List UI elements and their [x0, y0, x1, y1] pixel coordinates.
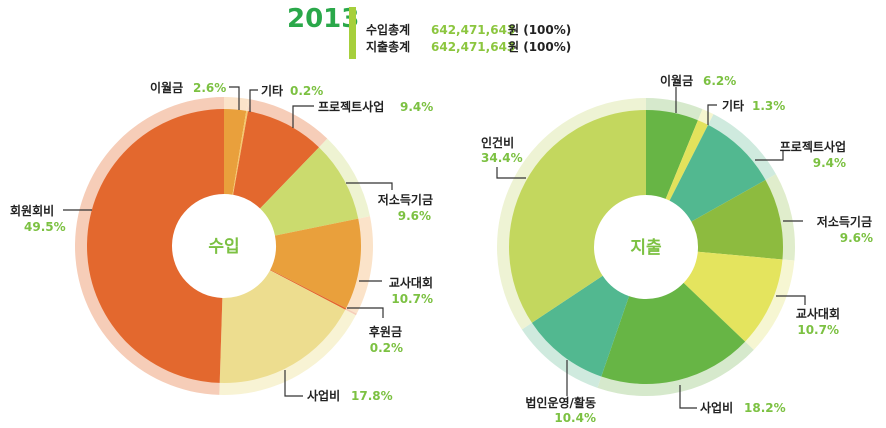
- leader-line: [755, 150, 784, 161]
- slice-value: 2.6%: [193, 81, 226, 95]
- slice-label: 저소득기금: [817, 214, 872, 229]
- slice-value: 34.4%: [481, 151, 523, 165]
- pie-slice: [224, 109, 247, 195]
- leader-line: [284, 370, 303, 397]
- slice-outer-ring: [697, 109, 714, 126]
- slice-value: 18.2%: [744, 401, 786, 415]
- pie-slice: [646, 110, 698, 199]
- slice-outer-ring: [707, 114, 776, 181]
- pie-slice: [232, 110, 248, 195]
- slice-label: 저소득기금: [378, 192, 433, 207]
- pie-slice: [87, 109, 224, 383]
- pie-slice: [531, 275, 630, 377]
- slice-value: 0.2%: [370, 341, 403, 355]
- slice-label: 교사대회: [796, 306, 840, 321]
- slice-outer-ring: [247, 99, 328, 149]
- expense-donut: [497, 98, 795, 396]
- slice-outer-ring: [318, 138, 370, 219]
- slice-label: 프로젝트사업: [780, 139, 846, 154]
- accent-bar: [349, 7, 356, 59]
- slice-label: 이월금: [660, 73, 693, 88]
- income-total-unit: 원 (100%): [508, 23, 571, 37]
- expense-center-label: 지출: [630, 238, 662, 258]
- slice-label: 사업비: [700, 400, 733, 415]
- income-total-value: 642,471,643: [431, 23, 515, 37]
- slice-outer-ring: [497, 98, 646, 330]
- pie-slice: [270, 218, 362, 309]
- expense-total-label: 지출총계: [366, 39, 410, 54]
- slice-label: 회원회비: [10, 203, 54, 218]
- pie-slice: [691, 179, 783, 260]
- slice-value: 17.8%: [351, 389, 393, 403]
- pie-slice: [669, 124, 766, 222]
- slice-label: 프로젝트사업: [318, 99, 384, 114]
- slice-label: 교사대회: [389, 275, 433, 290]
- slice-label: 이월금: [150, 80, 183, 95]
- pie-slice: [233, 111, 320, 209]
- leader-line: [347, 307, 384, 318]
- slice-label: 기타: [722, 98, 744, 113]
- leader-line: [679, 385, 697, 409]
- pie-slice: [683, 251, 783, 342]
- slice-outer-ring: [224, 97, 249, 112]
- slice-outer-ring: [521, 322, 602, 388]
- leader-line: [496, 167, 526, 179]
- slice-outer-ring: [344, 307, 357, 316]
- slice-outer-ring: [597, 340, 754, 396]
- slice-label: 기타: [261, 83, 283, 98]
- slice-value: 49.5%: [24, 220, 66, 234]
- expense-total-unit: 원 (100%): [508, 40, 571, 54]
- income-labels: 이월금 2.6% 기타 0.2% 프로젝트사업 9.4% 저소득기금 9.6% …: [10, 80, 433, 403]
- slice-value: 10.4%: [554, 411, 596, 425]
- slice-outer-ring: [246, 98, 251, 113]
- income-center-label: 수입: [208, 237, 239, 257]
- slice-value: 9.6%: [398, 209, 431, 223]
- slice-label: 법인운영/활동: [525, 395, 596, 410]
- slice-label: 후원금: [369, 324, 402, 339]
- slice-value: 9.6%: [840, 231, 873, 245]
- slice-outer-ring: [219, 309, 356, 395]
- pie-slice: [270, 269, 347, 310]
- slice-value: 10.7%: [391, 292, 433, 306]
- pie-slice: [665, 120, 709, 201]
- leader-line: [292, 105, 314, 128]
- slice-label: 사업비: [307, 388, 340, 403]
- expense-labels: 이월금 6.2% 기타 1.3% 프로젝트사업 9.4% 저소득기금 9.6% …: [481, 73, 873, 425]
- slice-value: 9.4%: [400, 100, 433, 114]
- income-donut: [74, 97, 373, 395]
- leader-line: [776, 295, 806, 305]
- leader-line: [229, 86, 240, 110]
- slice-value: 1.3%: [752, 99, 785, 113]
- income-total-label: 수입총계: [366, 22, 410, 37]
- slice-value: 0.2%: [290, 84, 323, 98]
- slice-value: 10.7%: [797, 323, 839, 337]
- pie-slice: [508, 110, 646, 323]
- leader-line: [249, 89, 258, 112]
- year-title: 2013: [287, 4, 359, 34]
- slice-value: 6.2%: [703, 74, 736, 88]
- leader-line: [707, 104, 717, 125]
- slice-value: 9.4%: [813, 156, 846, 170]
- pie-slice: [260, 147, 359, 236]
- pie-slice: [219, 270, 346, 383]
- slice-outer-ring: [646, 98, 703, 122]
- pie-slice: [601, 282, 746, 384]
- slice-label: 인건비: [481, 135, 514, 150]
- leader-line: [346, 182, 393, 190]
- expense-total-value: 642,471,643: [431, 40, 515, 54]
